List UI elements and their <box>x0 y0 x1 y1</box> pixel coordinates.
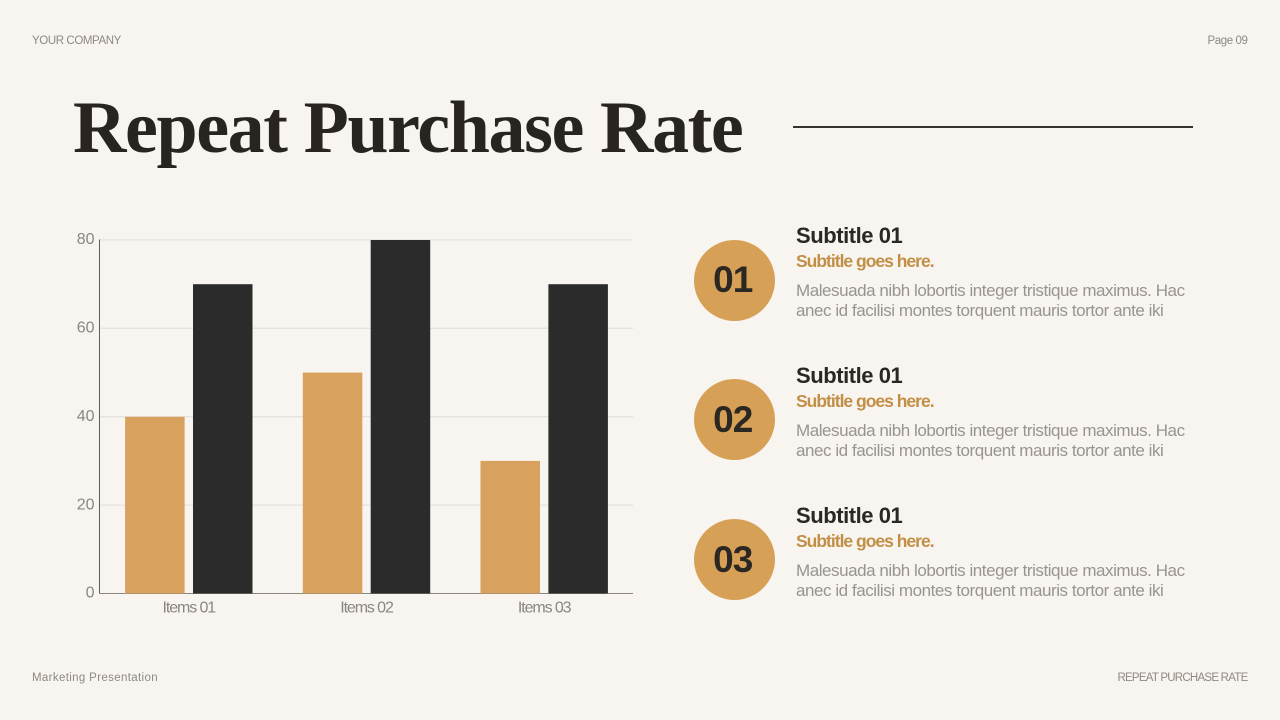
svg-text:0: 0 <box>86 585 95 602</box>
svg-text:40: 40 <box>77 408 95 425</box>
svg-text:Items 03: Items 03 <box>518 600 572 617</box>
svg-text:20: 20 <box>77 496 95 513</box>
svg-text:Items 02: Items 02 <box>340 600 394 617</box>
svg-text:Items 01: Items 01 <box>163 600 217 617</box>
svg-text:80: 80 <box>77 231 95 248</box>
svg-text:60: 60 <box>77 320 95 337</box>
